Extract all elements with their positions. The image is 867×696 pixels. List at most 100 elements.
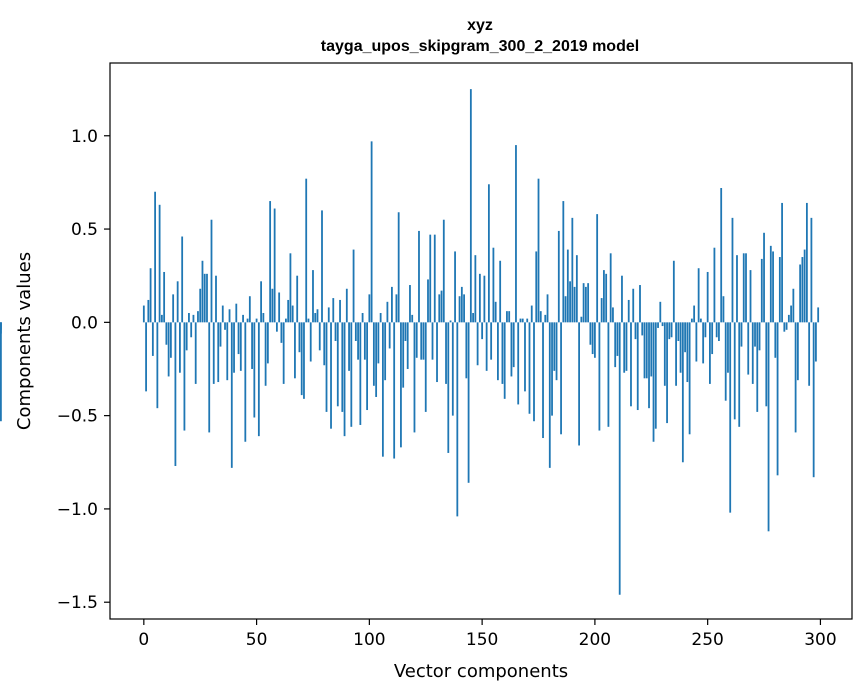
bar-159 <box>501 322 504 384</box>
x-tick-label: 300 <box>804 630 836 650</box>
bar-264 <box>738 322 741 427</box>
bar-231 <box>663 322 666 386</box>
bar-22 <box>192 314 195 323</box>
bar-214 <box>625 322 628 371</box>
bar-228 <box>657 322 659 328</box>
bar-20 <box>188 313 190 323</box>
bar-136 <box>449 320 452 323</box>
bar-273 <box>758 322 761 351</box>
x-tick-label: 50 <box>246 630 268 650</box>
bar-187 <box>564 296 567 323</box>
bar-223 <box>645 322 648 379</box>
bar-47 <box>248 296 251 323</box>
bar-267 <box>745 253 747 323</box>
bar-250 <box>706 271 709 323</box>
bar-50 <box>255 318 258 323</box>
bar-296 <box>810 217 813 323</box>
bar-92 <box>350 322 353 427</box>
y-tick-label: 0.0 <box>71 313 98 333</box>
bar-7 <box>158 204 161 323</box>
bar-38 <box>228 309 231 323</box>
bar-104 <box>377 322 380 364</box>
bar-295 <box>808 322 811 386</box>
bar-138 <box>454 251 456 323</box>
bar-197 <box>587 283 590 323</box>
bar-240 <box>684 322 686 353</box>
bar-54 <box>264 322 267 386</box>
bar-57 <box>271 288 274 323</box>
bar-178 <box>544 314 547 323</box>
bar-180 <box>548 322 551 468</box>
bar-168 <box>521 318 524 323</box>
bar-225 <box>650 322 653 377</box>
bar-230 <box>661 322 664 327</box>
bar-122 <box>418 230 420 323</box>
bar-199 <box>591 322 594 355</box>
bar-246 <box>697 268 700 323</box>
bar-102 <box>372 322 375 386</box>
bar-67 <box>294 322 296 379</box>
bar-275 <box>763 232 765 323</box>
bar-124 <box>422 322 425 360</box>
bar-234 <box>670 322 673 338</box>
bar-269 <box>749 270 752 323</box>
bar-224 <box>648 322 650 409</box>
bar-86 <box>336 322 339 407</box>
bar-158 <box>499 260 502 323</box>
chart-title: xyz <box>467 17 493 34</box>
bar-163 <box>510 322 513 377</box>
bar-255 <box>718 322 720 341</box>
bar-161 <box>506 311 508 323</box>
bar-53 <box>262 313 265 323</box>
bar-188 <box>566 249 569 323</box>
bar-55 <box>266 322 269 364</box>
bar-98 <box>363 322 366 360</box>
bar-44 <box>242 314 244 323</box>
bar-286 <box>787 314 790 323</box>
bar-259 <box>727 322 729 373</box>
bar-276 <box>765 322 768 407</box>
bar-160 <box>503 322 506 399</box>
bar-233 <box>668 322 671 340</box>
bar-154 <box>490 322 493 360</box>
bar-29 <box>208 322 211 433</box>
bar-14 <box>174 322 177 466</box>
bar-239 <box>681 322 684 463</box>
bar-153 <box>487 184 490 323</box>
bar-127 <box>429 234 432 323</box>
bar-156 <box>494 301 497 323</box>
bar-235 <box>672 260 675 323</box>
bar-56 <box>269 201 272 323</box>
bar-252 <box>711 322 714 355</box>
bar-207 <box>609 253 612 323</box>
bar-293 <box>803 249 806 323</box>
bar-265 <box>740 322 743 347</box>
bar-117 <box>406 322 409 369</box>
bar-27 <box>203 273 206 323</box>
bar-216 <box>630 322 632 407</box>
bar-21 <box>190 322 193 338</box>
bar-145 <box>469 89 472 323</box>
bar-272 <box>756 322 759 412</box>
bar-258 <box>724 322 727 401</box>
bar-280 <box>774 322 777 358</box>
bar-261 <box>731 217 734 323</box>
bar-15 <box>176 281 179 323</box>
bar-43 <box>239 322 242 371</box>
bar-194 <box>580 316 583 323</box>
bar-263 <box>736 255 738 323</box>
bar-125 <box>424 322 427 412</box>
bar-40 <box>233 322 235 373</box>
bar-183 <box>555 322 558 381</box>
bar-106 <box>381 322 384 457</box>
bars-group <box>0 89 820 595</box>
bar-278 <box>769 245 772 323</box>
bar-116 <box>404 322 407 341</box>
bar-6 <box>156 322 159 409</box>
bar-147 <box>474 255 477 323</box>
bar-141 <box>460 286 463 323</box>
bar-60 <box>278 292 281 323</box>
y-tick-label: −1.0 <box>57 500 98 520</box>
bar-210 <box>616 322 619 356</box>
